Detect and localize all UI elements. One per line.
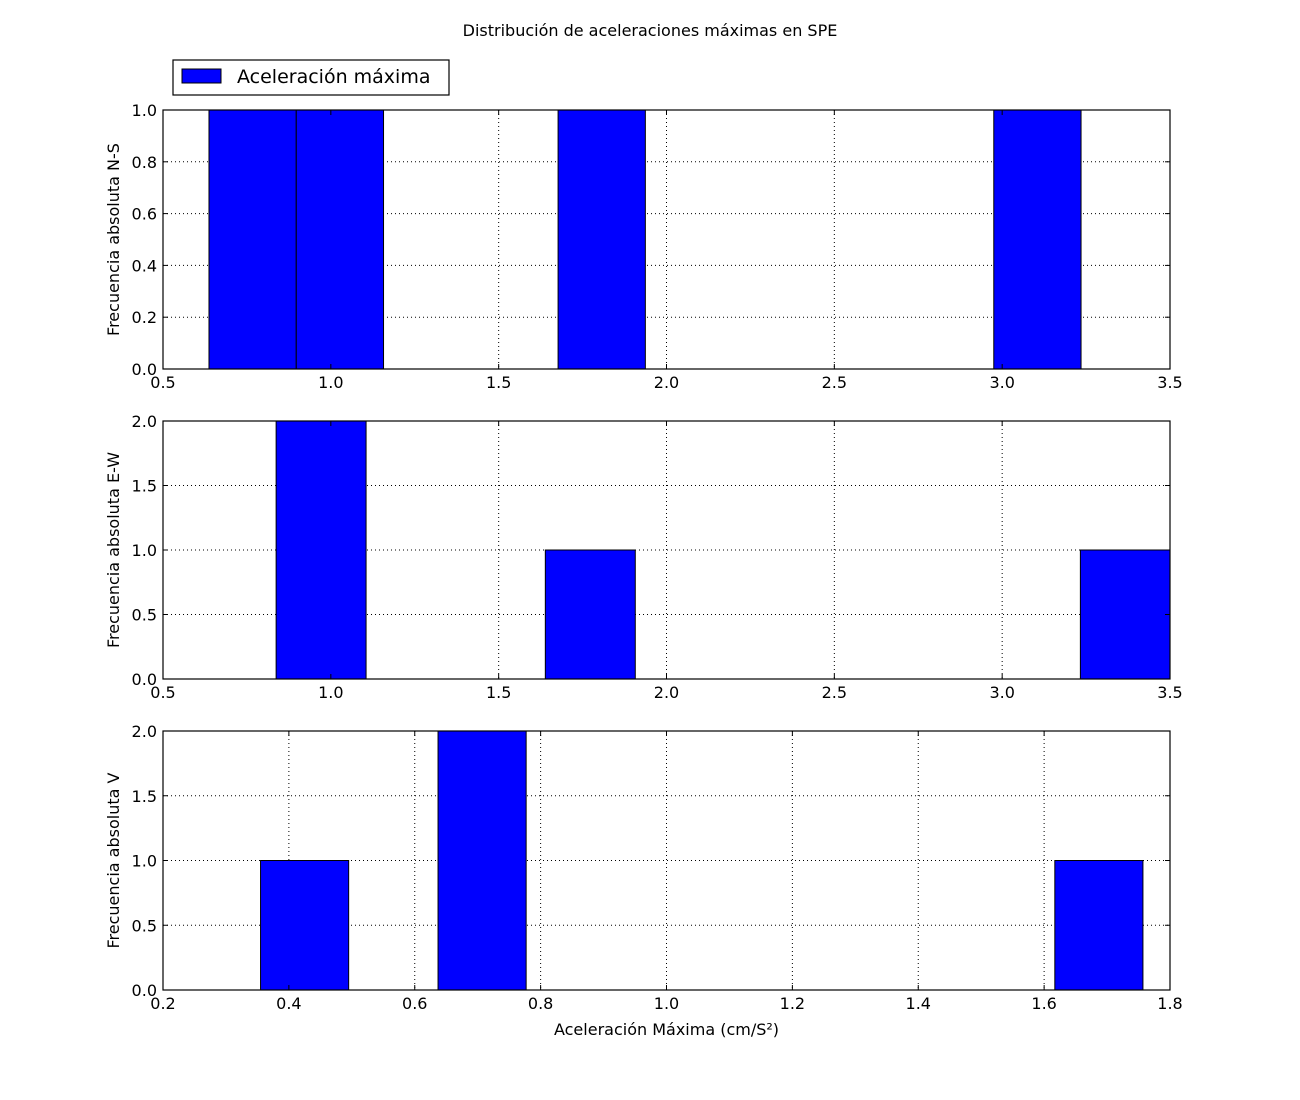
y-tick-label: 0.6 (132, 205, 157, 224)
y-tick-label: 0.0 (132, 670, 157, 689)
bars (275, 420, 1171, 680)
bar-v-0 (260, 860, 350, 991)
y-tick-label: 1.5 (132, 477, 157, 496)
y-tick-label: 0.0 (132, 981, 157, 1000)
legend: Aceleración máxima (172, 59, 450, 96)
bar-ns-1 (295, 109, 385, 370)
bar-ns-0 (208, 109, 297, 370)
y-axis-label-v: Frecuencia absoluta V (104, 772, 123, 948)
bar-ew-0 (275, 420, 367, 680)
x-tick-label: 3.5 (1157, 373, 1182, 392)
bars (260, 730, 1144, 991)
bar-ns-2 (557, 109, 646, 370)
chart-title: Distribución de aceleraciones máximas en… (463, 21, 838, 40)
x-tick-label: 0.5 (150, 373, 175, 392)
y-tick-label: 1.0 (132, 101, 157, 120)
y-tick-label: 2.0 (132, 412, 157, 431)
panel-ns: 0.5 1.0 1.5 2.0 2.5 3.0 3.5 0.0 0.2 0.4 0.6 0.8 1.0 F… (104, 101, 1183, 392)
x-tick-label: 1.0 (318, 373, 343, 392)
y-tick-label: 0.8 (132, 153, 157, 172)
legend-label: Aceleración máxima (237, 66, 430, 88)
bar-ew-1 (544, 549, 636, 680)
x-tick-label: 1.4 (906, 994, 931, 1013)
y-tick-label: 0.5 (132, 606, 157, 625)
x-tick-label: 1.8 (1157, 994, 1182, 1013)
x-tick-label: 1.0 (318, 683, 343, 702)
x-tick-label: 1.5 (486, 373, 511, 392)
y-tick-label: 0.4 (132, 256, 157, 275)
x-tick-label: 0.4 (276, 994, 301, 1013)
x-tick-label: 0.2 (150, 994, 175, 1013)
bars (208, 109, 1082, 370)
y-tick-label: 1.0 (132, 541, 157, 560)
legend-swatch (181, 68, 222, 84)
x-tick-label: 2.0 (654, 373, 679, 392)
y-tick-label: 0.2 (132, 308, 157, 327)
x-tick-label: 2.5 (822, 373, 847, 392)
y-axis-label-ew: Frecuencia absoluta E-W (104, 452, 123, 648)
x-tick-label: 0.8 (528, 994, 553, 1013)
x-tick-label: 2.5 (822, 683, 847, 702)
x-tick-label: 1.2 (780, 994, 805, 1013)
x-tick-label: 1.6 (1031, 994, 1056, 1013)
x-tick-label: 1.0 (654, 994, 679, 1013)
x-tick-label: 3.5 (1157, 683, 1182, 702)
bar-v-2 (1054, 860, 1144, 991)
bar-ns-3 (993, 109, 1082, 370)
x-tick-label: 0.6 (402, 994, 427, 1013)
bar-v-1 (437, 730, 527, 991)
y-tick-label: 1.0 (132, 852, 157, 871)
y-tick-label: 1.5 (132, 787, 157, 806)
x-axis-label: Aceleración Máxima (cm/S²) (554, 1020, 779, 1039)
panel-ew: 0.5 1.0 1.5 2.0 2.5 3.0 3.50.00.51.01.52.0Frec… (104, 412, 1183, 702)
x-tick-label: 1.5 (486, 683, 511, 702)
x-tick-label: 0.5 (150, 683, 175, 702)
x-tick-label: 3.0 (989, 683, 1014, 702)
y-axis-label-ns: Frecuencia absoluta N-S (104, 143, 123, 336)
y-tick-label: 2.0 (132, 722, 157, 741)
panel-v: 0.2 0.4 0.6 0.8 1.0 1.2 1.4 1.6 1.8 0.0 0.5 1.0 1.5 2… (104, 722, 1183, 1039)
y-tick-label: 0.0 (132, 360, 157, 379)
x-tick-label: 2.0 (654, 683, 679, 702)
bar-ew-2 (1079, 549, 1171, 680)
y-tick-label: 0.5 (132, 916, 157, 935)
x-tick-label: 3.0 (989, 373, 1014, 392)
